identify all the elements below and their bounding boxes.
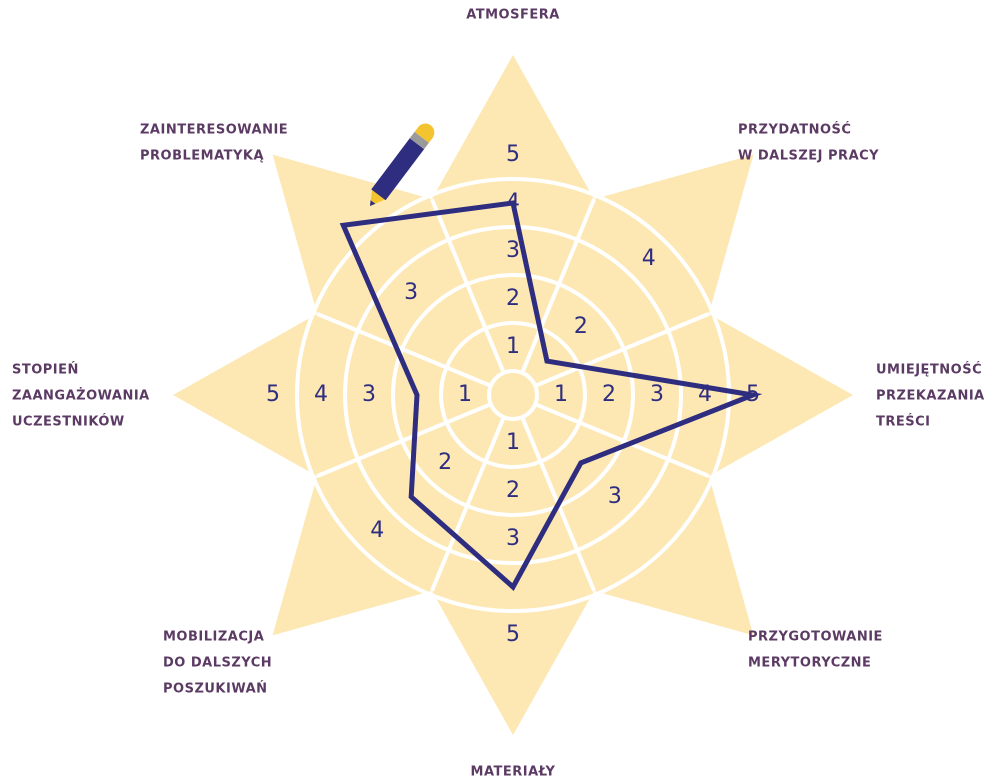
- tick-label: 5: [266, 382, 280, 407]
- tick-label: 5: [506, 142, 520, 167]
- tick-label: 3: [506, 526, 520, 551]
- tick-label: 1: [458, 382, 472, 407]
- tick-label: 4: [370, 518, 384, 543]
- axis-label: MATERIAŁY: [471, 765, 556, 780]
- axis-label: TREŚCI: [876, 414, 931, 430]
- tick-label: 1: [506, 430, 520, 455]
- axis-label: MOBILIZACJA: [163, 630, 264, 645]
- axis-label: ZAINTERESOWANIE: [140, 123, 288, 138]
- tick-label: 2: [438, 450, 452, 475]
- axis-label: PRZYGOTOWANIE: [748, 630, 883, 645]
- axis-label: UCZESTNIKÓW: [12, 414, 125, 430]
- tick-label: 2: [506, 478, 520, 503]
- tick-label: 3: [506, 238, 520, 263]
- tick-label: 3: [362, 382, 376, 407]
- tick-label: 2: [602, 382, 616, 407]
- chart: 1 2 3 4 5 ATMOSFERA 2 4 PRZYDATNOŚĆ W DALSZEJ PRA…: [0, 0, 998, 782]
- tick-label: 1: [554, 382, 568, 407]
- axis-label: W DALSZEJ PRACY: [738, 149, 879, 164]
- tick-label: 4: [642, 246, 656, 271]
- axis-label: PROBLEMATYKĄ: [140, 149, 264, 164]
- tick-label: 2: [574, 314, 588, 339]
- axis-label: STOPIEŃ: [12, 362, 79, 378]
- axis-label: DO DALSZYCH: [163, 656, 272, 671]
- page: 1 2 3 4 5 ATMOSFERA 2 4 PRZYDATNOŚĆ W DALSZEJ PRA…: [0, 0, 998, 782]
- axis-label: MERYTORYCZNE: [748, 656, 871, 671]
- axis-label: POSZUKIWAŃ: [163, 681, 268, 697]
- axis-label: PRZYDATNOŚĆ: [738, 122, 851, 138]
- tick-label: 3: [404, 280, 418, 305]
- tick-label: 3: [650, 382, 664, 407]
- axis-label: ATMOSFERA: [466, 8, 560, 23]
- axis-label: UMIEJĘTNOŚĆ: [876, 362, 982, 378]
- tick-label: 4: [314, 382, 328, 407]
- axis-label: PRZEKAZANIA: [876, 389, 985, 404]
- axis-label: ZAANGAŻOWANIA: [12, 388, 150, 404]
- tick-label: 5: [506, 622, 520, 647]
- tick-label: 1: [506, 334, 520, 359]
- tick-label: 3: [608, 484, 622, 509]
- tick-label: 2: [506, 286, 520, 311]
